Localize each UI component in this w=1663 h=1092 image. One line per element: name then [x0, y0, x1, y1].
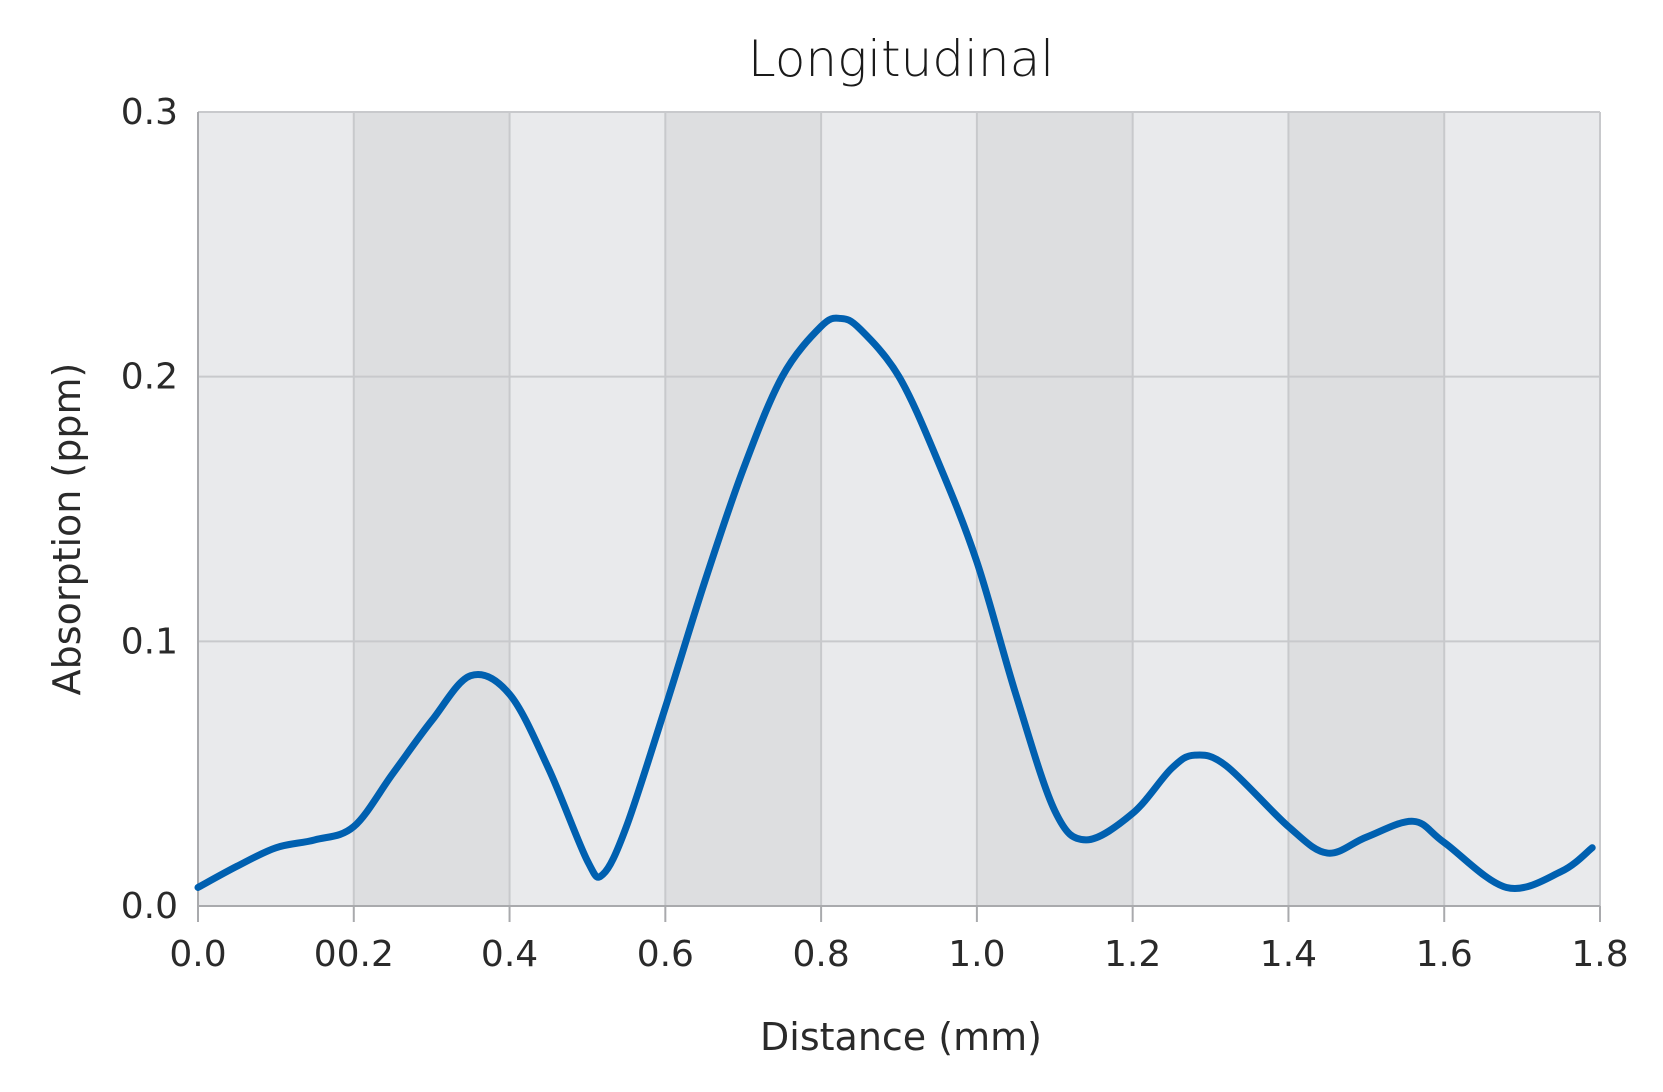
x-tick-label: 00.2: [314, 934, 394, 975]
background-band: [665, 112, 822, 906]
y-tick-label: 0.1: [121, 621, 178, 662]
y-axis-label: Absorption (ppm): [45, 363, 89, 696]
background-band: [509, 112, 666, 906]
background-band: [198, 112, 354, 906]
tick-labels: 0.0 00.2 0.4 0.6 0.8 1.0 1.2 1.4 1.6 1.8 0.0 0.1 0.2…: [121, 92, 1629, 975]
x-tick-label: 1.6: [1416, 934, 1473, 975]
x-tick-label: 0.4: [481, 934, 538, 975]
x-tick-label: 1.8: [1571, 934, 1628, 975]
x-tick-label: 0.6: [637, 934, 694, 975]
background-band: [976, 112, 1133, 906]
x-tick-label: 0.8: [792, 934, 849, 975]
x-axis-label: Distance (mm): [760, 1015, 1042, 1059]
background-band: [353, 112, 510, 906]
series-layer: [194, 314, 1596, 892]
x-tick-label: 0.0: [169, 934, 226, 975]
background-band: [821, 112, 977, 906]
background-band: [1444, 112, 1600, 906]
x-tick-label: 1.2: [1104, 934, 1161, 975]
axes: [197, 112, 1601, 922]
y-tick-label: 0.2: [121, 357, 178, 398]
x-tick-label: 1.0: [948, 934, 1005, 975]
background-bands: [198, 112, 1600, 906]
chart-title: Longitudinal: [748, 30, 1054, 88]
y-tick-label: 0.0: [121, 886, 178, 927]
x-tick-label: 1.4: [1260, 934, 1317, 975]
background-band: [1132, 112, 1289, 906]
y-tick-label: 0.3: [121, 92, 178, 133]
series-line: [194, 314, 1596, 892]
background-band: [1288, 112, 1445, 906]
